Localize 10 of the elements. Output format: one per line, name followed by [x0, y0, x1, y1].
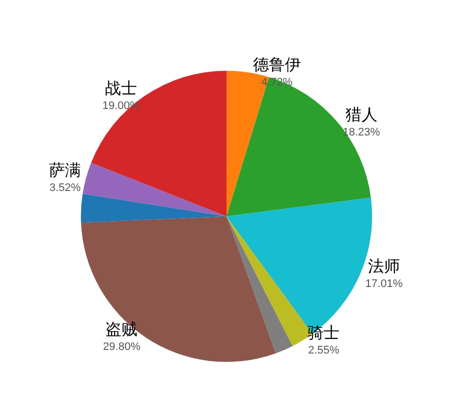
data-label: 29.80% — [103, 341, 141, 354]
slice-label: 萨满 — [49, 160, 82, 180]
slice-label: 猎人 — [345, 104, 378, 124]
data-label: 17.01% — [365, 278, 403, 290]
data-label: 2.55% — [308, 344, 340, 356]
slice-label: 战士 — [105, 78, 138, 98]
slice-label: 德鲁伊 — [253, 54, 302, 74]
data-label: 3.52% — [49, 182, 81, 194]
slice-label: 法师 — [368, 256, 400, 276]
slice-label: 盗贼 — [106, 320, 138, 339]
